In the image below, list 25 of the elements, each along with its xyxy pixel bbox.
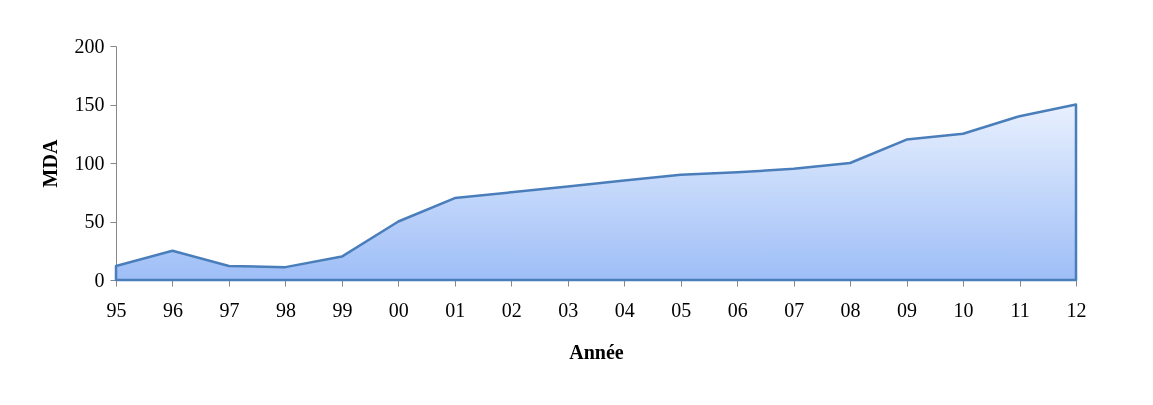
- x-tick-label: 97: [219, 298, 240, 321]
- y-axis-title: MDA: [38, 139, 61, 188]
- y-tick-label: 50: [84, 210, 105, 232]
- x-axis-title: Année: [569, 340, 624, 363]
- x-tick-label: 08: [840, 298, 861, 321]
- y-tick-label: 150: [74, 93, 105, 115]
- x-tick-label: 04: [614, 298, 635, 321]
- x-tick-label: 11: [1010, 298, 1030, 321]
- x-tick-label: 03: [558, 298, 579, 321]
- x-tick-label: 01: [445, 298, 466, 321]
- x-tick-label: 12: [1066, 298, 1087, 321]
- x-tick-label: 96: [162, 298, 183, 321]
- x-tick-label: 10: [953, 298, 974, 321]
- y-tick-label: 200: [74, 34, 105, 57]
- x-tick-label: 07: [784, 298, 805, 321]
- x-tick-label: 95: [106, 298, 127, 321]
- x-tick-label: 99: [332, 298, 353, 321]
- x-tick-label: 02: [501, 298, 522, 321]
- x-tick-label: 06: [727, 298, 748, 321]
- y-tick-label: 0: [94, 268, 105, 291]
- x-tick-label: 00: [388, 298, 409, 321]
- x-tick-label: 05: [671, 298, 692, 321]
- y-tick-label: 100: [74, 151, 105, 174]
- x-tick-label: 98: [275, 298, 296, 321]
- x-tick-label: 09: [897, 298, 918, 321]
